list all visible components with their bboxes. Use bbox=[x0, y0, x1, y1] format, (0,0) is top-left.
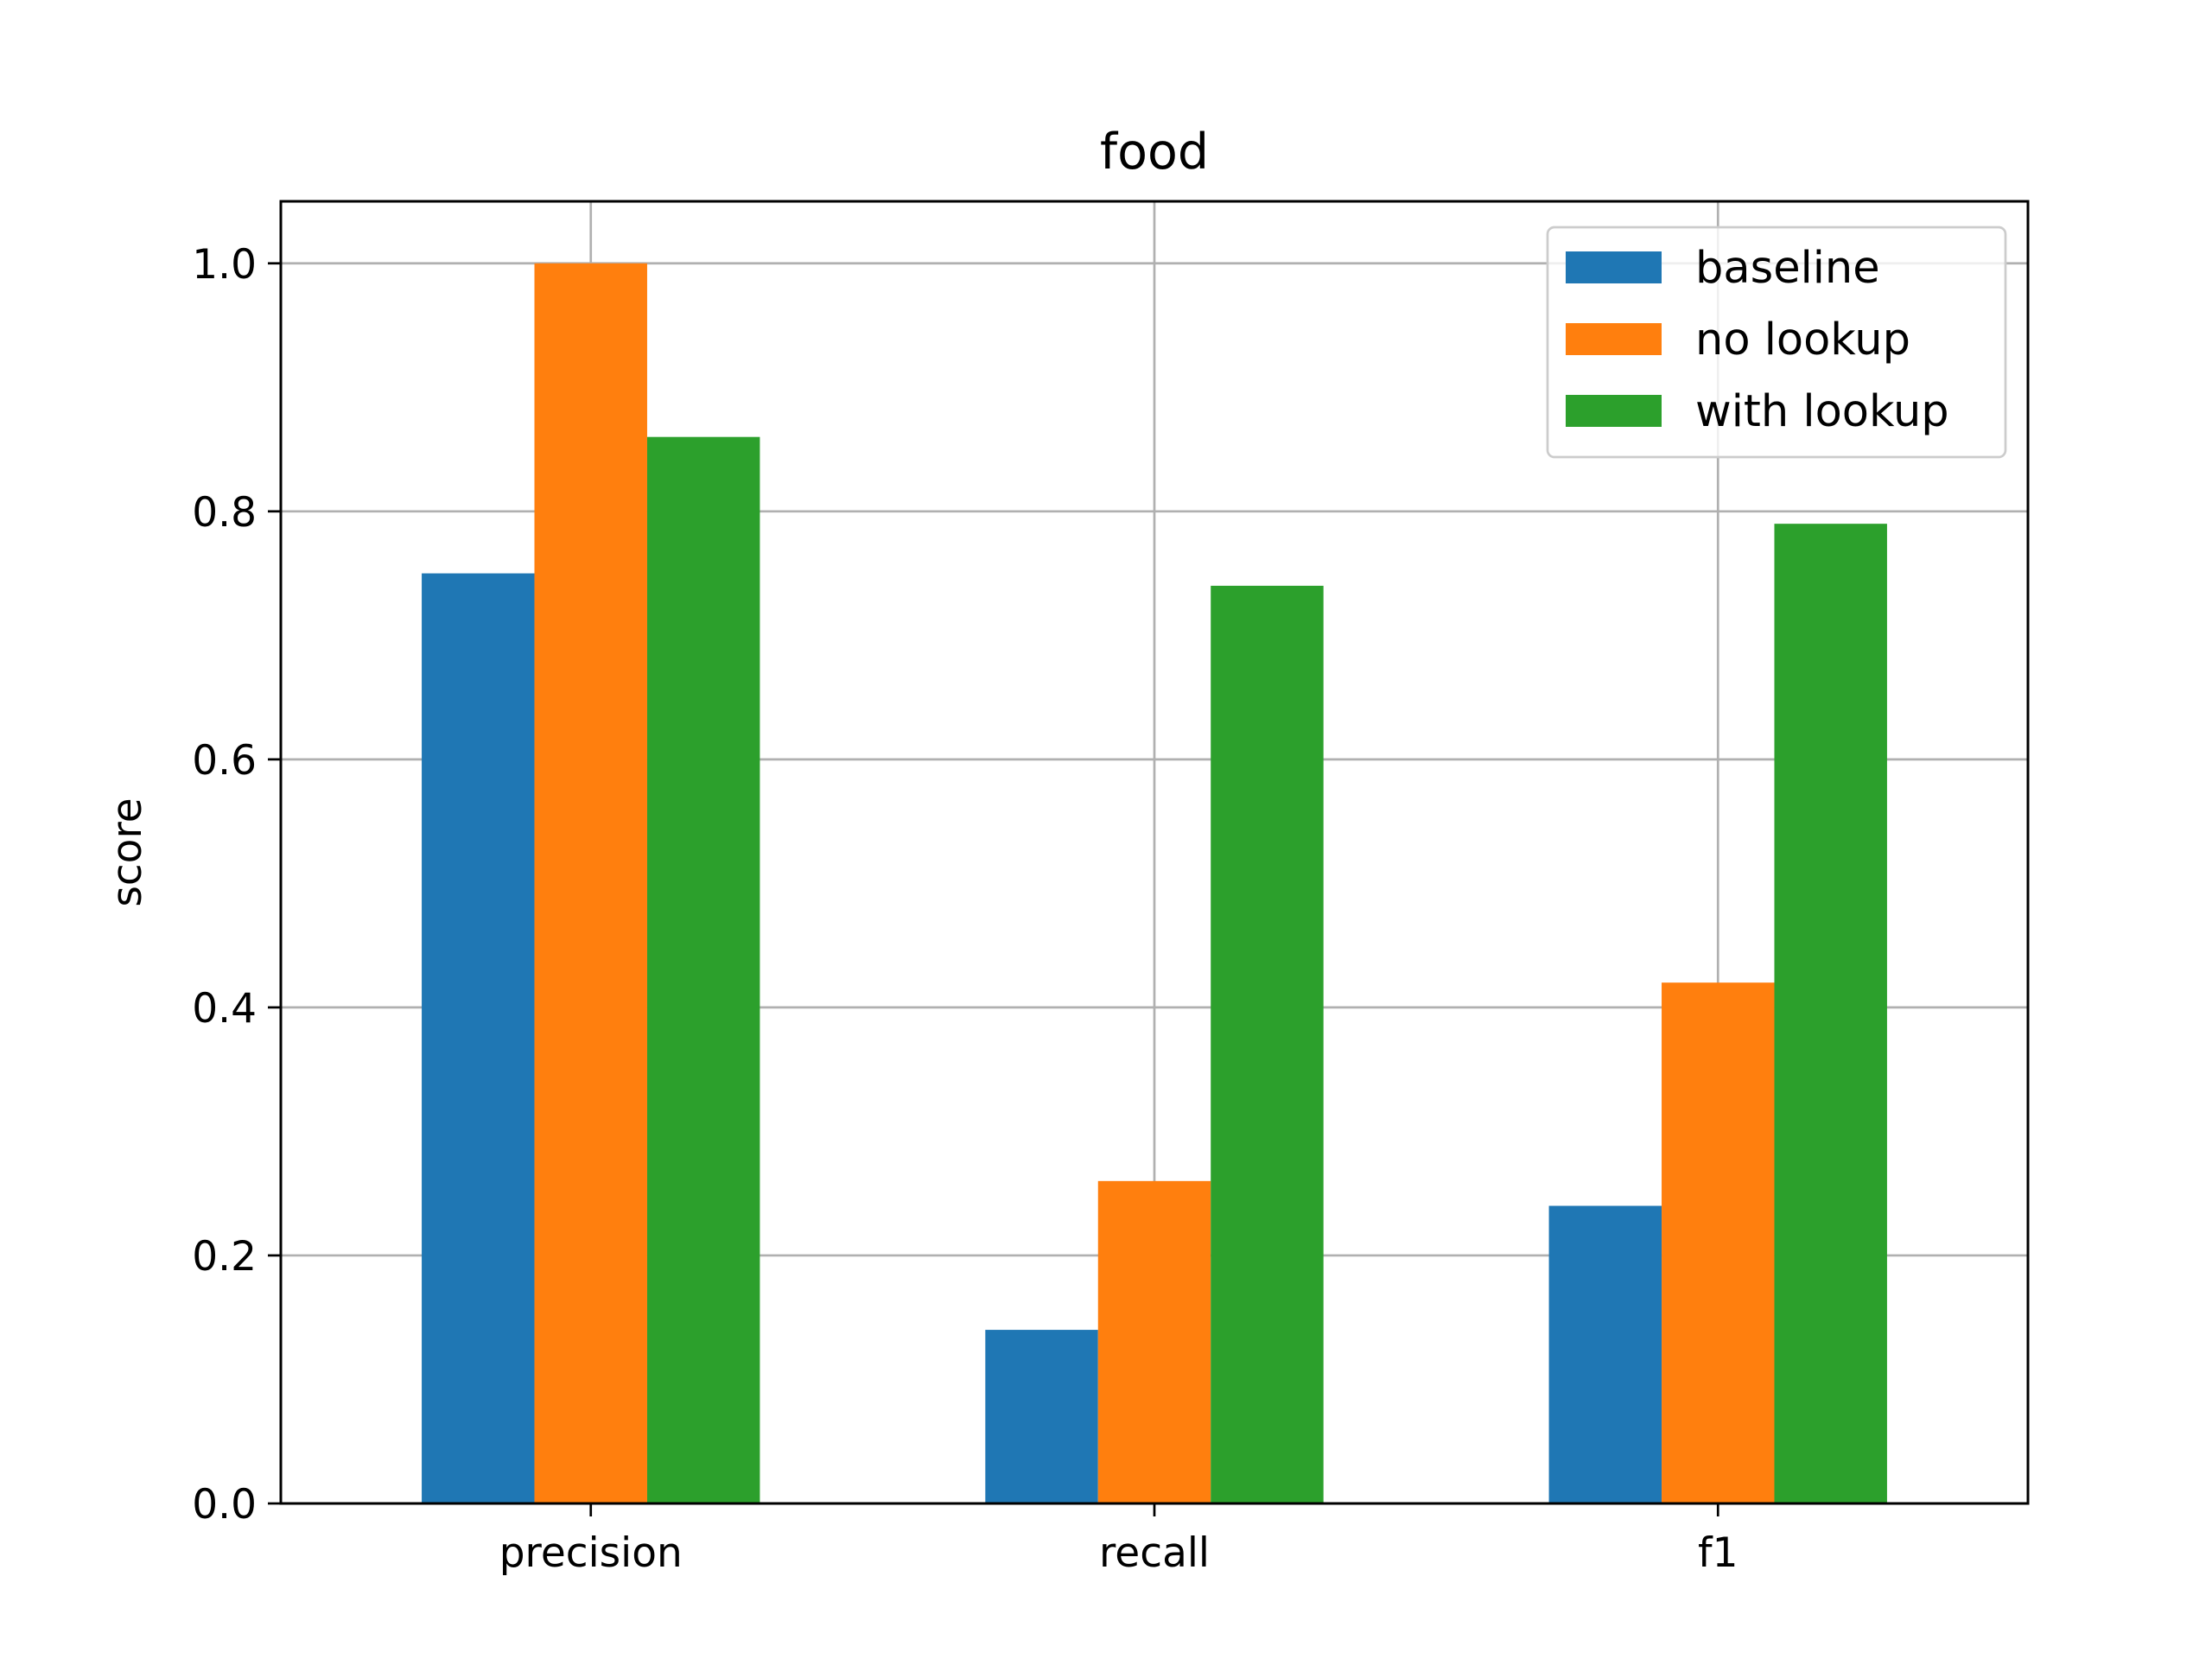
y-tick-label: 0.0 bbox=[192, 1481, 257, 1529]
x-axis-ticks: precision recall f1 bbox=[499, 1503, 1738, 1577]
bar bbox=[985, 1330, 1098, 1503]
bars bbox=[422, 263, 1887, 1504]
legend-swatch bbox=[1566, 323, 1662, 355]
bar bbox=[1774, 524, 1887, 1504]
bar bbox=[1211, 585, 1324, 1503]
legend-label: no lookup bbox=[1695, 315, 1910, 365]
legend-swatch bbox=[1566, 251, 1662, 283]
y-axis-ticks: 0.0 0.2 0.4 0.6 0.8 1.0 bbox=[192, 241, 281, 1529]
bar bbox=[1097, 1180, 1211, 1503]
y-tick-label: 1.0 bbox=[192, 241, 257, 289]
bar bbox=[422, 573, 535, 1503]
y-tick-label: 0.6 bbox=[192, 737, 257, 785]
legend-box bbox=[1546, 226, 2007, 459]
bar bbox=[1548, 1205, 1662, 1503]
x-tick-label: f1 bbox=[1698, 1529, 1738, 1577]
legend-label: with lookup bbox=[1695, 386, 1949, 437]
legend: baseline no lookup with lookup bbox=[1546, 226, 2007, 459]
y-axis-label: score bbox=[104, 798, 151, 906]
bar bbox=[1662, 982, 1775, 1503]
bar bbox=[646, 436, 760, 1503]
legend-label: baseline bbox=[1695, 243, 1880, 294]
y-tick-label: 0.8 bbox=[192, 489, 257, 537]
bar bbox=[534, 263, 647, 1503]
x-tick-label: precision bbox=[499, 1529, 683, 1577]
y-tick-label: 0.4 bbox=[192, 985, 257, 1033]
x-tick-label: recall bbox=[1099, 1529, 1210, 1577]
chart-title: food bbox=[1100, 124, 1209, 181]
y-tick-label: 0.2 bbox=[192, 1233, 257, 1281]
legend-swatch bbox=[1566, 395, 1662, 427]
